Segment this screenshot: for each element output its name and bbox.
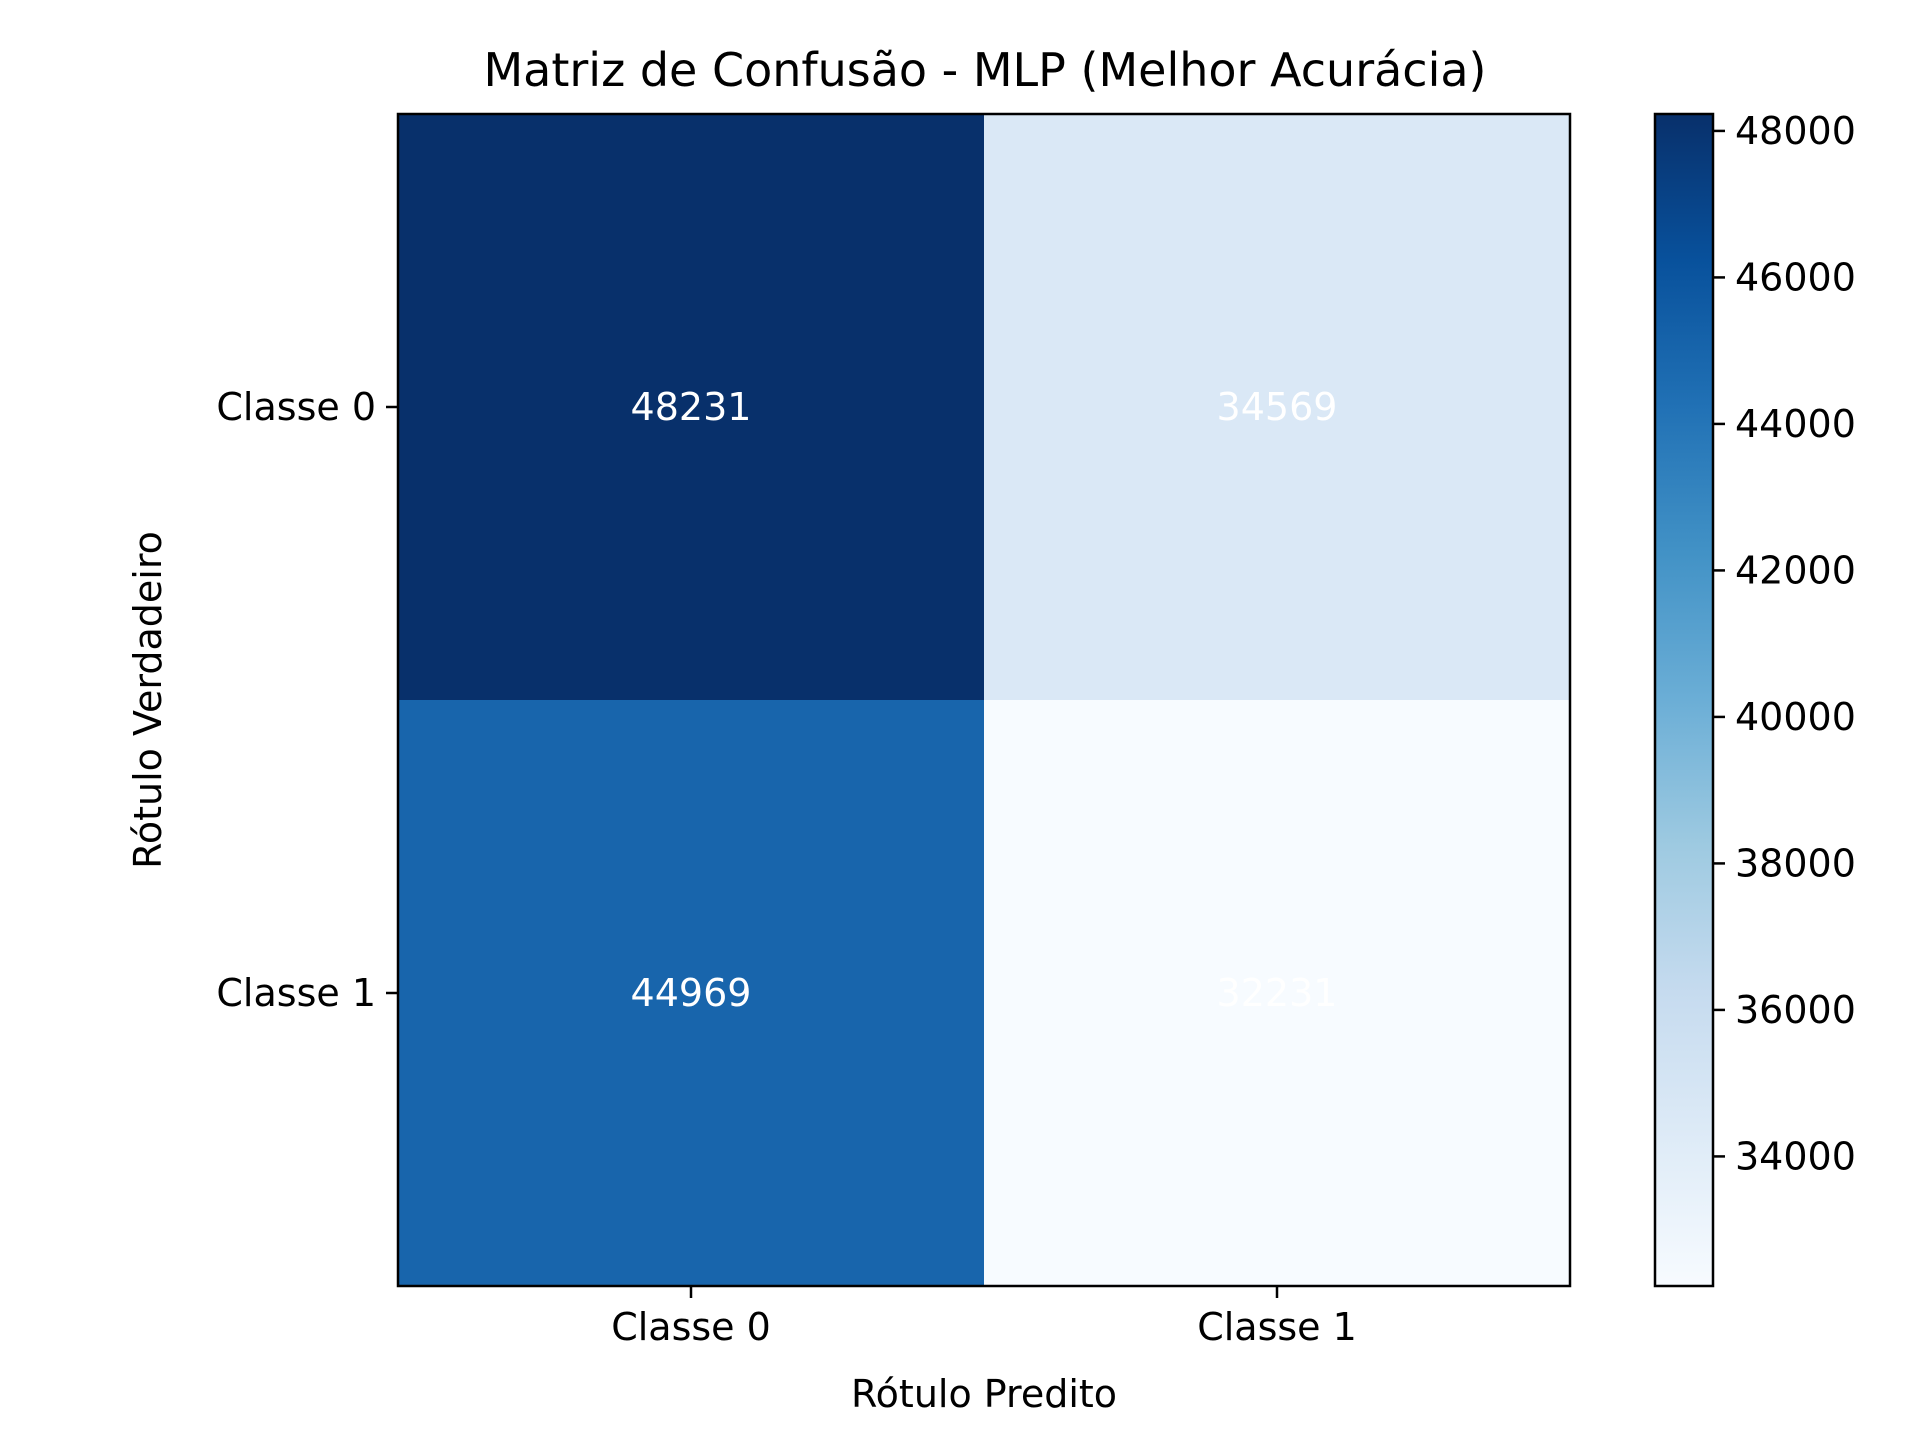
heatmap-cell-r1-c0 [398,700,984,1286]
heatmap-cell-r0-c0 [398,114,984,700]
chart-title: Matriz de Confusão - MLP (Melhor Acuráci… [483,43,1486,97]
colorbar-tick-label: 44000 [1735,402,1856,446]
x-tick-label: Classe 0 [611,1305,771,1349]
cell-value-r1-c0: 44969 [631,971,752,1015]
cell-value-r0-c0: 48231 [631,385,752,429]
y-tick-label: Classe 1 [216,971,376,1015]
heatmap-cell-r1-c1 [984,700,1570,1286]
y-axis-label: Rótulo Verdadeiro [126,531,170,869]
heatmap-cell-r0-c1 [984,114,1570,700]
heatmap-cell-labels: 48231 34569 44969 32231 [631,385,1338,1015]
x-axis-ticks: Classe 0 Classe 1 [611,1286,1357,1349]
colorbar [1653,112,1715,1288]
colorbar-ticks: 34000 36000 38000 40000 42000 44000 46000 48000 [1713,109,1856,1178]
colorbar-tick-label: 36000 [1735,988,1856,1032]
x-axis-label: Rótulo Predito [851,1372,1117,1416]
cell-value-r1-c1: 32231 [1217,971,1338,1015]
colorbar-tick-label: 48000 [1735,109,1856,153]
colorbar-tick-label: 42000 [1735,548,1856,592]
x-tick-label: Classe 1 [1197,1305,1357,1349]
colorbar-tick-label: 34000 [1735,1134,1856,1178]
colorbar-tick-label: 40000 [1735,695,1856,739]
y-axis-ticks: Classe 0 Classe 1 [216,385,398,1015]
colorbar-tick-label: 46000 [1735,255,1856,299]
heatmap-cells [398,114,1570,1286]
y-tick-label: Classe 0 [216,385,376,429]
cell-value-r0-c1: 34569 [1217,385,1338,429]
colorbar-tick-label: 38000 [1735,841,1856,885]
plot-frame [396,112,1572,1288]
